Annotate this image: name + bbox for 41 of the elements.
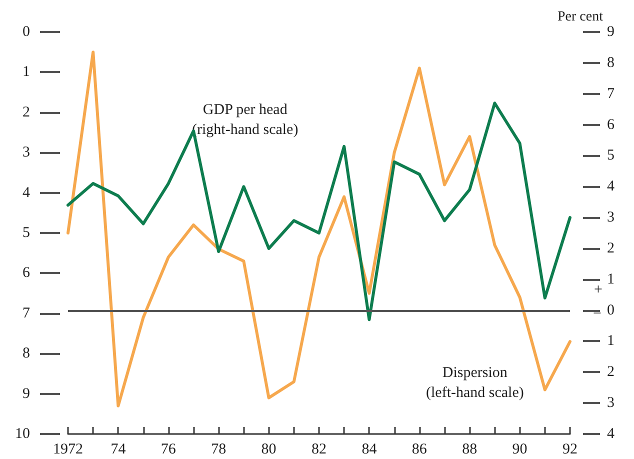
- text: +: [594, 282, 602, 298]
- x-tick-label: 84: [362, 442, 378, 458]
- y2-tick-label: 2: [607, 364, 614, 380]
- y-tick-label: 4: [22, 184, 30, 201]
- x-tick-label: 86: [412, 442, 428, 458]
- x-tick-label: 88: [462, 442, 478, 458]
- y2-tick-label: 1: [607, 271, 614, 288]
- text: −: [592, 306, 602, 322]
- x-tick-label: 82: [312, 442, 326, 458]
- y-tick-label: 0: [22, 24, 30, 40]
- y-tick-label: 3: [22, 144, 30, 161]
- y-tick-label: 5: [22, 225, 30, 241]
- y-tick-label: 1: [22, 64, 30, 80]
- x-tick-label: 74: [110, 442, 126, 458]
- annotation: GDP per head (right-hand scale): [192, 102, 298, 138]
- y-tick-label: 7: [22, 305, 30, 322]
- y2-tick-label: 3: [607, 210, 614, 226]
- x-tick-label: 78: [211, 442, 226, 458]
- annotation: Dispersion (left-hand scale): [426, 365, 524, 401]
- x-tick-label: 1972: [53, 442, 83, 458]
- y2-tick-label: 9: [607, 24, 614, 40]
- y2-tick-label: 3: [607, 395, 614, 412]
- y2-axis-title: Per cent: [558, 10, 604, 24]
- y-tick-label: 9: [22, 386, 30, 402]
- x-tick-label: 80: [261, 442, 276, 458]
- x-tick-label: 76: [160, 442, 176, 458]
- y-tick-label: 8: [22, 346, 30, 362]
- y2-tick-label: 8: [607, 54, 614, 71]
- y2-tick-label: 2: [607, 240, 614, 256]
- y2-tick-label: 5: [607, 148, 614, 164]
- x-tick-label: 90: [512, 442, 528, 458]
- y2-tick-label: 7: [607, 86, 615, 102]
- y2-tick-label: 1: [607, 333, 614, 350]
- y2-tick-label: 6: [607, 116, 615, 133]
- y2-tick-label: 4: [607, 178, 615, 195]
- y-tick-label: 2: [22, 104, 30, 120]
- y2-tick-label: 4: [607, 426, 615, 442]
- x-tick-label: 92: [562, 442, 578, 458]
- y-tick-label: 6: [22, 265, 30, 282]
- y2-tick-label: 0: [607, 302, 614, 318]
- y-tick-label: 10: [15, 426, 30, 442]
